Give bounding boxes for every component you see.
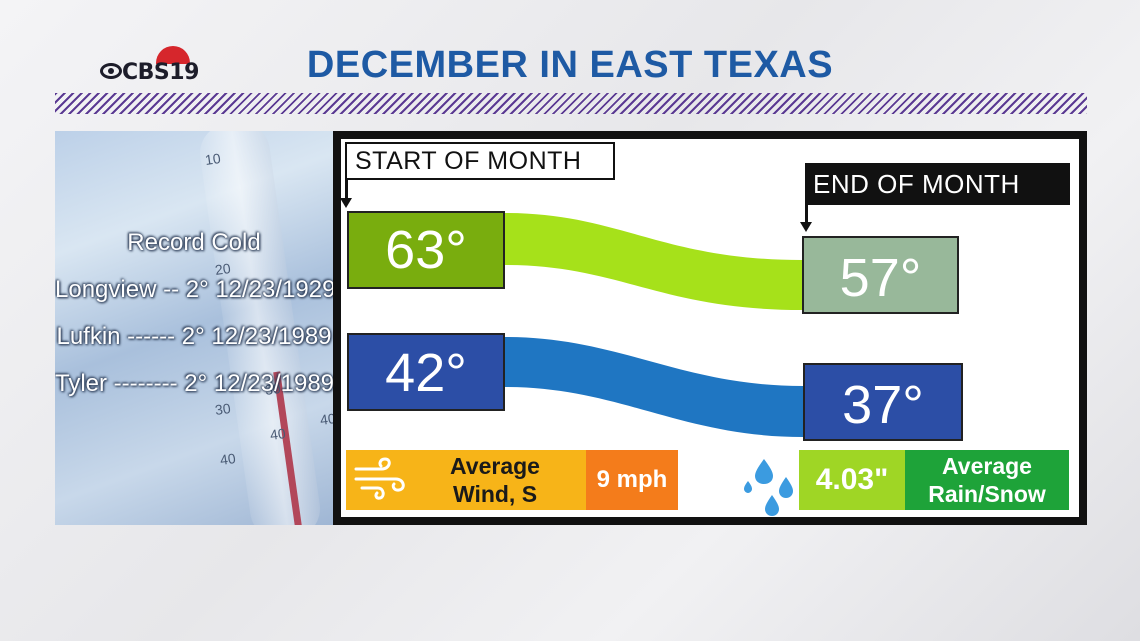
rain-label-line2: Rain/Snow — [928, 481, 1046, 507]
wind-label: Average Wind, S — [410, 452, 580, 508]
low-temp-ribbon — [505, 337, 803, 437]
raindrops-icon — [744, 459, 793, 516]
high-temp-ribbon — [505, 213, 802, 310]
record-cold-row-lufkin: Lufkin ------ 2° 12/23/1989 — [56, 323, 332, 350]
rain-total-value: 4.03" — [799, 450, 905, 510]
high-start-temp: 63° — [347, 211, 505, 289]
low-end-temp: 37° — [803, 363, 963, 441]
start-arrow-line — [345, 180, 348, 198]
high-end-temp: 57° — [802, 236, 959, 314]
rain-label-line1: Average — [942, 453, 1032, 479]
wind-icon — [354, 457, 405, 500]
page-title: DECEMBER IN EAST TEXAS — [306, 44, 834, 86]
purple-stripe-divider — [55, 93, 1087, 114]
cbs-eye-icon — [100, 63, 122, 79]
record-cold-heading: Record Cold — [127, 229, 261, 256]
start-arrow-icon — [340, 198, 352, 208]
start-of-month-label: START OF MONTH — [345, 142, 615, 180]
cbs19-logo: CBS19 — [98, 44, 210, 96]
umbrella-icon — [156, 46, 190, 64]
thermometer-photo: 10 20 30 40 30 40 40 Record Cold Longvie… — [55, 131, 333, 525]
end-of-month-label: END OF MONTH — [805, 163, 1070, 205]
wind-speed-value: 9 mph — [586, 450, 678, 510]
end-arrow-line — [805, 205, 808, 223]
logo-text: CBS19 — [122, 60, 199, 85]
low-start-temp: 42° — [347, 333, 505, 411]
wind-label-line1: Average — [450, 453, 540, 479]
record-cold-row-longview: Longview -- 2° 12/23/1929 — [55, 276, 333, 303]
rain-label: Average Rain/Snow — [905, 450, 1069, 510]
wind-label-line2: Wind, S — [452, 481, 538, 507]
end-arrow-icon — [800, 222, 812, 232]
record-cold-row-tyler: Tyler -------- 2° 12/23/1989 — [55, 370, 333, 397]
